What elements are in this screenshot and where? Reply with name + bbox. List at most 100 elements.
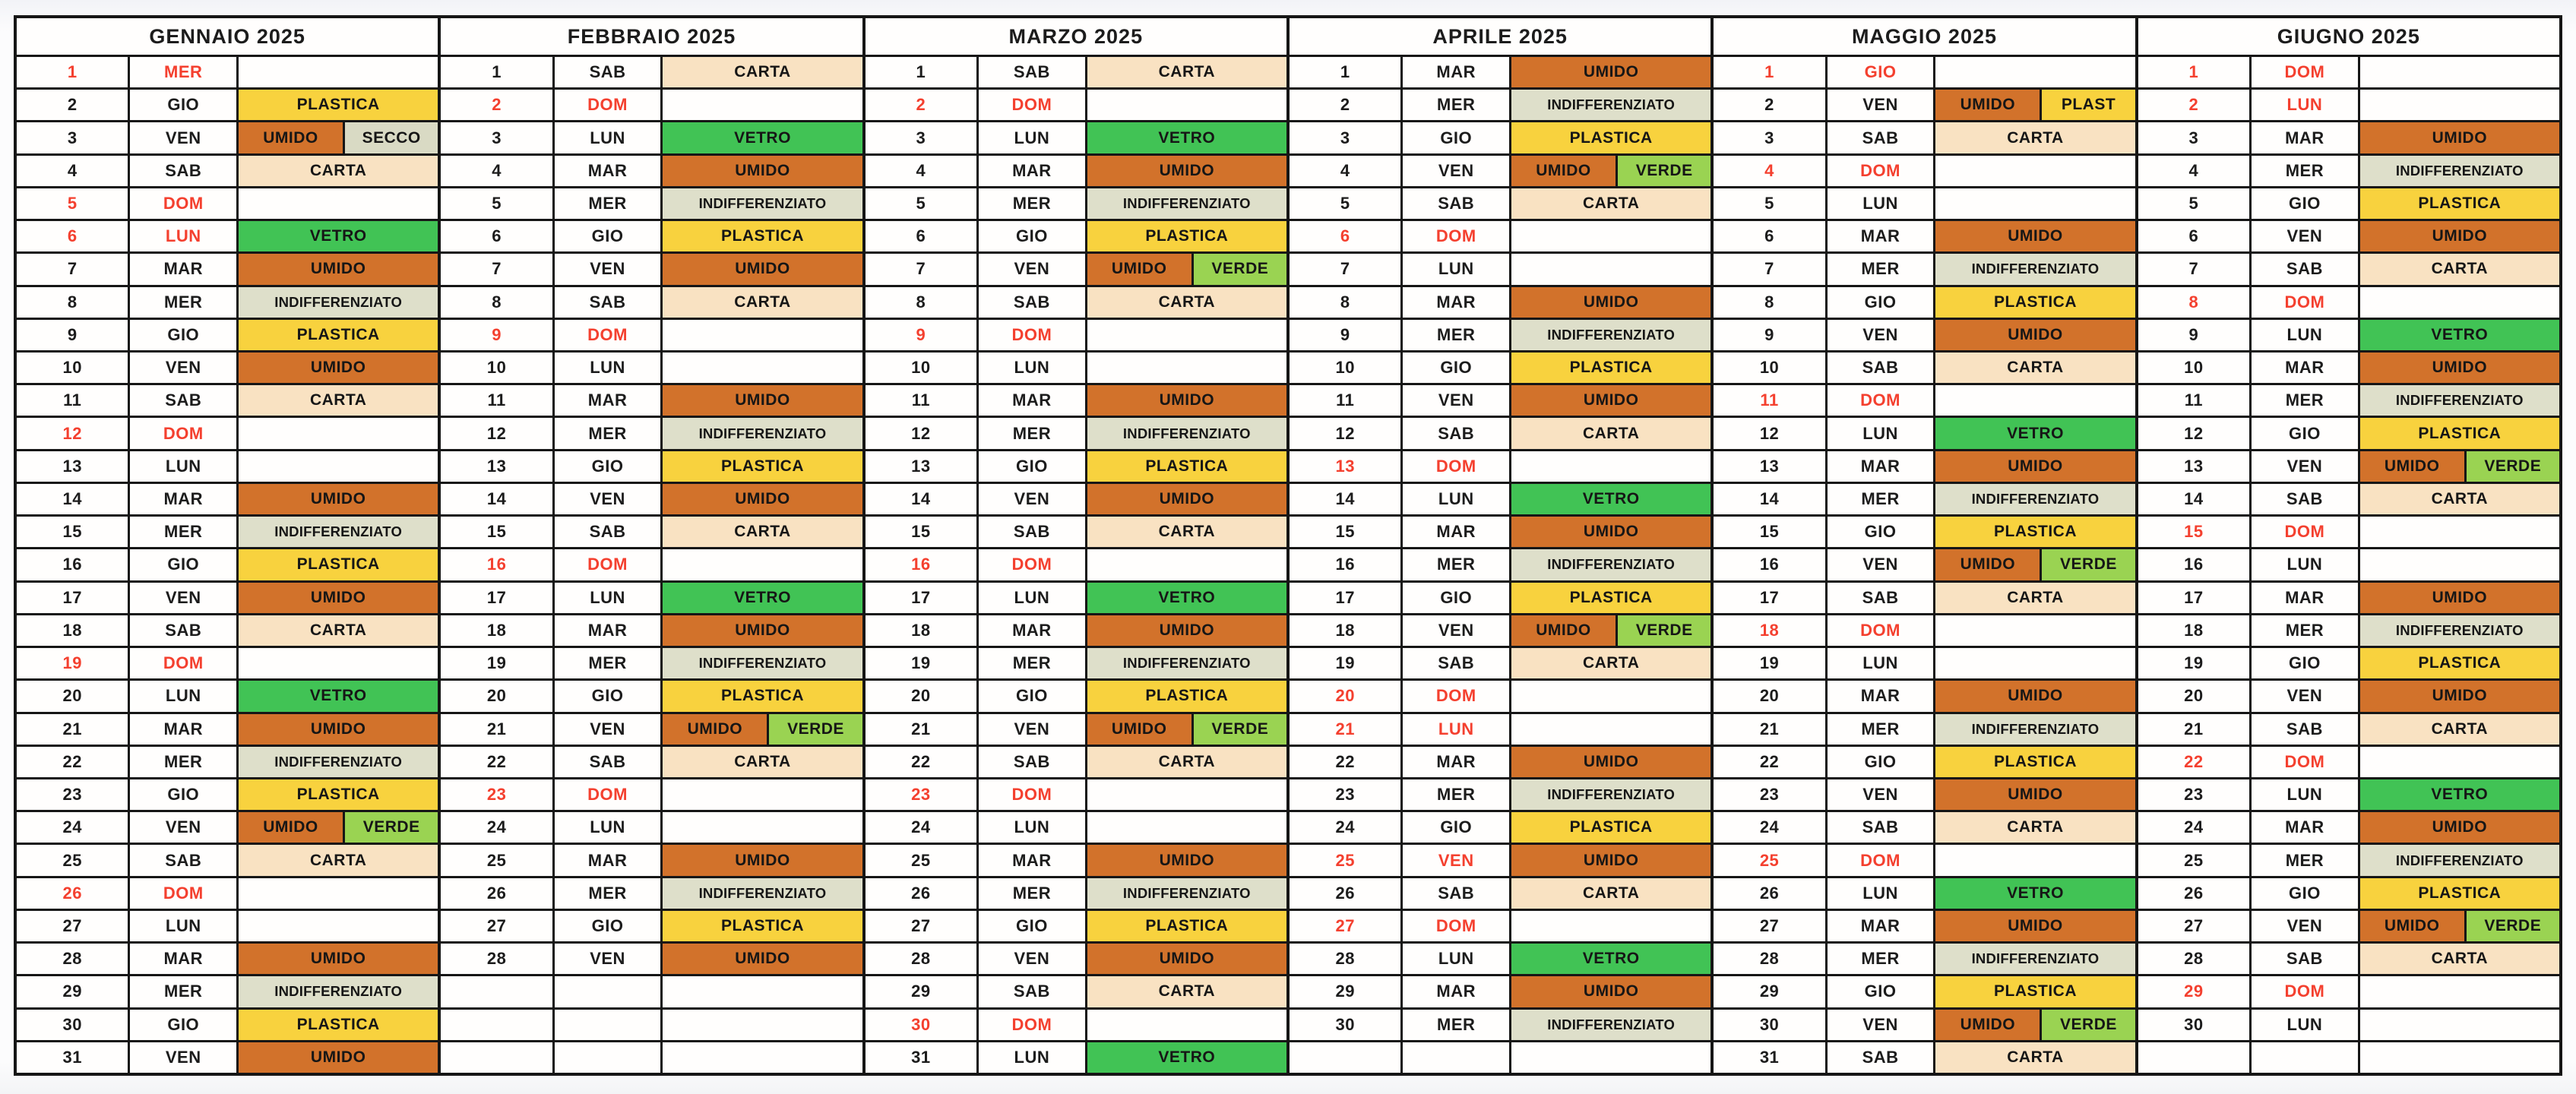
waste-label-umido: UMIDO bbox=[1511, 286, 1711, 318]
day-name-cell: LUN bbox=[1403, 713, 1509, 745]
day-name-cell: LUN bbox=[554, 812, 661, 843]
waste-cell: UMIDO bbox=[2359, 221, 2559, 252]
waste-label-plastica: PLASTICA bbox=[1511, 353, 1711, 384]
day-number-cell bbox=[441, 1009, 552, 1040]
day-number-cell: 2 bbox=[2138, 90, 2250, 121]
waste-cell bbox=[1935, 615, 2135, 647]
waste-cell bbox=[1511, 451, 1711, 482]
waste-cell: CARTA bbox=[2359, 483, 2559, 515]
waste-cell bbox=[239, 877, 438, 909]
waste-cell: INDIFFERENZIATO bbox=[2359, 845, 2559, 876]
waste-cell bbox=[1511, 1042, 1711, 1073]
waste-cell: UMIDO VERDE bbox=[1087, 254, 1286, 285]
waste-label-plastica: PLASTICA bbox=[663, 451, 862, 482]
day-number-cell: 28 bbox=[1289, 944, 1401, 975]
waste-cell: CARTA bbox=[2359, 254, 2559, 285]
waste-label-umido: UMIDO bbox=[239, 582, 438, 613]
waste-cell bbox=[2359, 286, 2559, 318]
waste-label-umido: UMIDO bbox=[239, 713, 438, 745]
day-number-cell: 14 bbox=[1714, 483, 1825, 515]
waste-label-carta: CARTA bbox=[2359, 254, 2559, 285]
waste-cell: PLASTICA bbox=[239, 319, 438, 351]
waste-cell: UMIDO bbox=[2359, 122, 2559, 153]
waste-cell: CARTA bbox=[1935, 353, 2135, 384]
day-name-cell: MAR bbox=[130, 483, 237, 515]
day-name-cell: MAR bbox=[2252, 122, 2358, 153]
day-number-cell: 26 bbox=[2138, 877, 2250, 909]
day-number-cell: 1 bbox=[865, 57, 977, 88]
day-name-cell: MAR bbox=[1827, 221, 1934, 252]
month-gennaio: GENNAIO 2025 1 MER 2 GIO PLASTICA 3 VEN UMIDO SEC… bbox=[17, 18, 438, 1073]
waste-cell bbox=[663, 1009, 862, 1040]
waste-cell: CARTA bbox=[1935, 122, 2135, 153]
day-name-cell: SAB bbox=[130, 615, 237, 647]
day-name-cell: LUN bbox=[979, 353, 1085, 384]
waste-label-verde: VERDE bbox=[343, 812, 438, 843]
day-name-cell: LUN bbox=[2252, 549, 2358, 580]
waste-cell: VETRO bbox=[1087, 1042, 1286, 1073]
waste-label-verde: VERDE bbox=[1616, 155, 1711, 186]
day-number-cell: 10 bbox=[441, 353, 552, 384]
day-name-cell: VEN bbox=[1827, 319, 1934, 351]
waste-label-umido: UMIDO bbox=[1511, 57, 1711, 88]
waste-cell: UMIDO bbox=[1511, 976, 1711, 1007]
waste-cell: CARTA bbox=[1087, 976, 1286, 1007]
day-number-cell: 4 bbox=[865, 155, 977, 186]
waste-cell: PLASTICA bbox=[1935, 286, 2135, 318]
waste-cell: UMIDO bbox=[1511, 746, 1711, 777]
waste-cell: UMIDO VERDE bbox=[1511, 615, 1711, 647]
day-number-cell: 20 bbox=[17, 681, 128, 712]
day-number-cell: 9 bbox=[441, 319, 552, 351]
day-name-cell: MAR bbox=[979, 845, 1085, 876]
day-number-cell: 22 bbox=[1289, 746, 1401, 777]
day-number-cell: 29 bbox=[17, 976, 128, 1007]
day-name-cell: GIO bbox=[979, 451, 1085, 482]
day-number-cell: 25 bbox=[2138, 845, 2250, 876]
month-giugno: GIUGNO 2025 1 DOM 2 LUN 3 MAR UMIDO 4 MER INDIFFER… bbox=[2138, 18, 2559, 1073]
waste-cell bbox=[663, 812, 862, 843]
day-name-cell: SAB bbox=[979, 57, 1085, 88]
day-number-cell: 11 bbox=[865, 385, 977, 416]
waste-cell: INDIFFERENZIATO bbox=[1087, 877, 1286, 909]
waste-cell: UMIDO bbox=[663, 944, 862, 975]
waste-cell: PLASTICA bbox=[239, 549, 438, 580]
day-name-cell: MAR bbox=[979, 385, 1085, 416]
day-name-cell: VEN bbox=[2252, 681, 2358, 712]
waste-cell: CARTA bbox=[1087, 517, 1286, 548]
day-number-cell: 6 bbox=[1289, 221, 1401, 252]
day-name-cell: VEN bbox=[1827, 1009, 1934, 1040]
waste-label-plastica: PLASTICA bbox=[1087, 910, 1286, 942]
day-number-cell: 8 bbox=[865, 286, 977, 318]
waste-cell: CARTA bbox=[1511, 877, 1711, 909]
waste-label-vetro: VETRO bbox=[2359, 779, 2559, 811]
day-name-cell: MER bbox=[979, 648, 1085, 679]
waste-cell bbox=[2359, 517, 2559, 548]
day-number-cell: 21 bbox=[865, 713, 977, 745]
day-name-cell: SAB bbox=[130, 845, 237, 876]
day-name-cell: DOM bbox=[554, 549, 661, 580]
waste-cell bbox=[1087, 90, 1286, 121]
waste-label-umido: UMIDO bbox=[1935, 910, 2135, 942]
day-name-cell: DOM bbox=[2252, 57, 2358, 88]
waste-label-plastica: PLASTICA bbox=[1511, 122, 1711, 153]
waste-label-indifferenziato: INDIFFERENZIATO bbox=[2359, 845, 2559, 876]
day-number-cell: 22 bbox=[441, 746, 552, 777]
day-number-cell: 16 bbox=[1289, 549, 1401, 580]
day-number-cell: 5 bbox=[2138, 188, 2250, 220]
day-name-cell: VEN bbox=[1403, 155, 1509, 186]
day-number-cell: 8 bbox=[17, 286, 128, 318]
waste-label-carta: CARTA bbox=[1511, 188, 1711, 220]
waste-cell: VETRO bbox=[1935, 877, 2135, 909]
day-name-cell: DOM bbox=[2252, 286, 2358, 318]
day-name-cell: GIO bbox=[1827, 517, 1934, 548]
day-name-cell: VEN bbox=[1827, 779, 1934, 811]
day-name-cell: SAB bbox=[2252, 254, 2358, 285]
day-name-cell: GIO bbox=[979, 910, 1085, 942]
day-number-cell: 26 bbox=[865, 877, 977, 909]
waste-label-carta: CARTA bbox=[1511, 877, 1711, 909]
waste-label-carta: CARTA bbox=[1935, 1042, 2135, 1073]
waste-label-vetro: VETRO bbox=[2359, 319, 2559, 351]
waste-cell: INDIFFERENZIATO bbox=[1511, 319, 1711, 351]
waste-cell bbox=[1935, 648, 2135, 679]
day-name-cell: SAB bbox=[554, 57, 661, 88]
